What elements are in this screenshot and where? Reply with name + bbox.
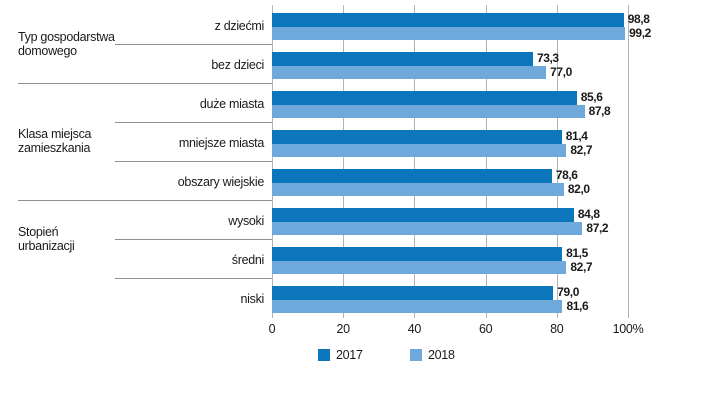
bar-2017-6 — [272, 208, 574, 222]
category-label-1: z dziećmi — [214, 19, 265, 33]
bar-2018-1 — [272, 26, 626, 40]
legend-swatch-2017 — [318, 349, 330, 361]
legend-item-2018: 2018 — [410, 348, 455, 362]
gridline-x-40 — [414, 5, 416, 318]
value-label-2017-8: 79,0 — [557, 285, 579, 299]
gridline-x-100 — [628, 5, 629, 318]
category-separator — [115, 44, 272, 45]
value-label-2017-2: 73,3 — [536, 51, 559, 65]
legend-swatch-2018 — [410, 349, 422, 361]
bar-2018-6 — [272, 221, 583, 235]
category-separator — [115, 239, 272, 240]
bar-2017-8 — [272, 286, 554, 300]
group-label-2: Klasa miejsca zamieszkania — [18, 127, 92, 155]
gridline-x-60 — [485, 5, 487, 318]
category-separator — [115, 161, 272, 162]
legend-item-2017: 2017 — [318, 348, 363, 362]
legend-label-2017: 2017 — [336, 348, 363, 362]
value-label-2018-7: 82,7 — [570, 259, 593, 274]
x-tick-label-80: 80 — [550, 322, 564, 336]
bar-2018-8 — [272, 299, 563, 313]
bar-2018-3 — [272, 104, 585, 118]
value-label-2017-4: 81,4 — [565, 129, 588, 143]
gridline-x-80 — [556, 5, 558, 318]
x-tick-label-40: 40 — [407, 322, 422, 336]
value-label-2017-3: 85,6 — [580, 90, 603, 104]
category-label-3: duże miasta — [199, 97, 264, 111]
category-label-4: mniejsze miasta — [178, 136, 264, 150]
group-separator — [18, 83, 272, 84]
value-label-2018-2: 77,0 — [550, 64, 572, 79]
bar-2018-7 — [272, 260, 567, 274]
value-label-2017-7: 81,5 — [566, 246, 588, 260]
bar-2018-2 — [272, 65, 547, 79]
bar-2017-7 — [272, 247, 563, 261]
bar-2018-4 — [272, 143, 567, 157]
x-tick-label-0: 0 — [268, 322, 276, 336]
category-separator — [115, 122, 272, 123]
bar-2018-5 — [272, 182, 564, 196]
gridline-x-0 — [272, 5, 273, 318]
bar-2017-3 — [272, 91, 577, 105]
bar-2017-1 — [272, 13, 624, 27]
category-label-8: niski — [240, 292, 264, 306]
group-label-3: Stopień urbanizacji — [18, 225, 75, 253]
x-tick-label-60: 60 — [478, 322, 493, 336]
value-label-2018-6: 87,2 — [586, 220, 609, 235]
category-label-7: średni — [231, 253, 265, 267]
value-label-2018-1: 99,2 — [629, 25, 651, 40]
value-label-2017-6: 84,8 — [577, 207, 600, 221]
legend-label-2018: 2018 — [428, 348, 455, 362]
value-label-2018-4: 82,7 — [570, 142, 593, 157]
bar-2017-5 — [272, 169, 552, 183]
group-label-1: Typ gospodarstwa domowego — [18, 30, 115, 58]
category-separator — [115, 278, 272, 279]
value-label-2017-1: 98,8 — [627, 12, 650, 26]
group-separator — [18, 200, 272, 201]
x-tick-label-20: 20 — [336, 322, 351, 336]
category-label-6: wysoki — [228, 214, 264, 228]
value-label-2017-5: 78,6 — [555, 168, 578, 182]
value-label-2018-3: 87,8 — [588, 103, 611, 118]
bar-2017-2 — [272, 52, 533, 66]
gridline-x-20 — [343, 5, 345, 318]
category-label-2: bez dzieci — [211, 58, 264, 72]
value-label-2018-5: 82,0 — [567, 181, 590, 196]
value-label-2018-8: 81,6 — [566, 298, 589, 313]
bar-2017-4 — [272, 130, 562, 144]
x-tick-label-100: 100% — [612, 322, 644, 336]
category-label-5: obszary wiejskie — [177, 175, 265, 189]
